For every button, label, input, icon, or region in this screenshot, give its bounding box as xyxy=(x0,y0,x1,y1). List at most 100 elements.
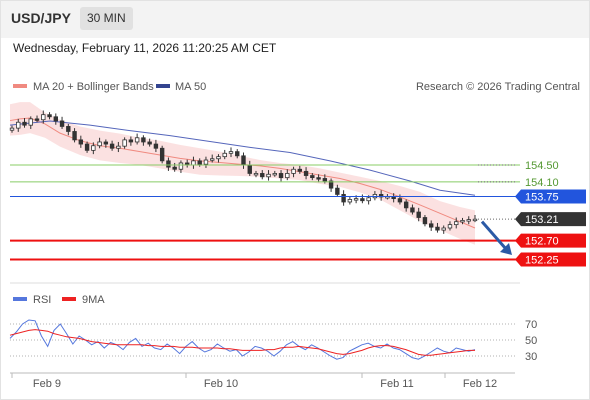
candle-body xyxy=(266,173,271,178)
candle-body xyxy=(316,177,321,180)
candle-body xyxy=(429,223,434,228)
candle-body xyxy=(172,166,177,170)
candle-body xyxy=(59,120,65,127)
bollinger-band xyxy=(10,102,475,245)
last-price-label: 153.21 xyxy=(525,214,559,226)
rsi-line xyxy=(9,319,476,360)
candle-body xyxy=(34,118,40,121)
candle-body xyxy=(341,194,346,203)
ma50-legend-label: MA 50 xyxy=(175,81,206,93)
candle-body xyxy=(416,211,421,218)
x-axis-ticks: Feb 9 Feb 10 Feb 11 Feb 12 xyxy=(11,373,497,390)
candle-body xyxy=(141,137,146,143)
candle-body xyxy=(247,164,252,174)
candle-body xyxy=(116,145,121,149)
candle-body xyxy=(153,143,159,149)
support-label: 152.70 xyxy=(525,236,559,248)
candle-body xyxy=(422,217,428,225)
candle-body xyxy=(460,220,465,223)
candle-body xyxy=(22,121,27,126)
support-tag xyxy=(515,233,586,248)
candle-body xyxy=(47,114,52,118)
x-tick-label: Feb 11 xyxy=(380,378,413,390)
ma50-line xyxy=(9,120,476,196)
x-tick-label: Feb 10 xyxy=(204,378,238,390)
timeframe-button[interactable]: 30 MIN xyxy=(80,7,133,30)
candle-body xyxy=(291,168,296,174)
forecast-arrow-head xyxy=(500,242,512,255)
candle-body xyxy=(366,197,371,202)
candle-body xyxy=(159,147,165,162)
candle-body xyxy=(16,121,21,129)
candle-body xyxy=(328,180,334,189)
candle-body xyxy=(109,143,115,149)
pivot-label: 153.75 xyxy=(525,192,559,204)
candle-body xyxy=(53,116,58,122)
candle-body xyxy=(78,139,84,145)
x-tick-label: Feb 9 xyxy=(33,378,61,390)
rsi-legend-label: RSI xyxy=(33,294,51,306)
candle-body xyxy=(285,173,290,179)
candle-body xyxy=(397,198,403,203)
candle-body xyxy=(216,156,221,160)
rsi-legend-swatch xyxy=(13,297,27,301)
candle-body xyxy=(403,201,409,209)
candle-body xyxy=(66,126,71,132)
candle-body xyxy=(191,160,196,166)
candle-body xyxy=(472,218,478,222)
candle-body xyxy=(91,145,96,151)
candle-body xyxy=(441,227,446,231)
rsi-tick-label: 70 xyxy=(525,319,537,331)
candle-body xyxy=(410,207,415,213)
last-price-tag xyxy=(515,212,586,227)
candle-body xyxy=(241,155,246,166)
support-tag xyxy=(515,252,586,267)
resistance-label: 154.10 xyxy=(525,177,559,189)
candle-body xyxy=(166,160,171,168)
candle-body xyxy=(210,158,215,161)
candle-body xyxy=(197,160,202,165)
support-label: 152.25 xyxy=(525,254,559,266)
candle-body xyxy=(235,151,240,157)
ma50-legend-swatch xyxy=(156,84,170,88)
candle-body xyxy=(253,173,259,176)
resistance-label: 154.50 xyxy=(525,160,559,172)
ma20-legend-label: MA 20 + Bollinger Bands xyxy=(33,81,154,93)
rsi-ma-line xyxy=(9,329,475,356)
candle-body xyxy=(122,139,127,147)
pivot-tag xyxy=(515,189,586,204)
candle-body xyxy=(347,199,353,203)
candle-body xyxy=(228,151,234,154)
rsi-tick-label: 30 xyxy=(525,351,537,363)
candle-body xyxy=(147,141,152,145)
ma20-legend-swatch xyxy=(13,84,27,88)
candle-body xyxy=(322,178,328,182)
rsi-ma-legend-swatch xyxy=(62,297,76,301)
x-tick-label: Feb 12 xyxy=(463,378,497,390)
candle-body xyxy=(222,152,227,158)
candle-body xyxy=(72,131,77,141)
rsi-ma-legend-label: 9MA xyxy=(82,294,105,306)
candle-body xyxy=(28,118,33,126)
timestamp: Wednesday, February 11, 2026 11:20:25 AM… xyxy=(13,41,277,55)
price-plot xyxy=(9,102,478,245)
price-levels: 154.50 154.10 153.75 153.21 152.70 152.25 xyxy=(10,160,586,267)
rsi-tick-label: 50 xyxy=(525,335,537,347)
candle-body xyxy=(335,187,340,195)
candle-body xyxy=(310,175,315,179)
ma20-line xyxy=(9,117,476,229)
forecast-arrow-shaft xyxy=(480,220,508,250)
candle-body xyxy=(9,127,15,131)
candle-body xyxy=(178,162,184,170)
candle-body xyxy=(278,173,284,179)
candle-body xyxy=(203,159,209,165)
candle-body xyxy=(260,173,265,178)
candle-body xyxy=(97,141,102,147)
candle-body xyxy=(297,168,303,172)
candle-body xyxy=(103,141,109,145)
candle-body xyxy=(447,224,453,229)
candle-body xyxy=(84,143,90,151)
rsi-plot: 70 50 30 xyxy=(9,319,537,363)
candle-body xyxy=(435,226,440,231)
